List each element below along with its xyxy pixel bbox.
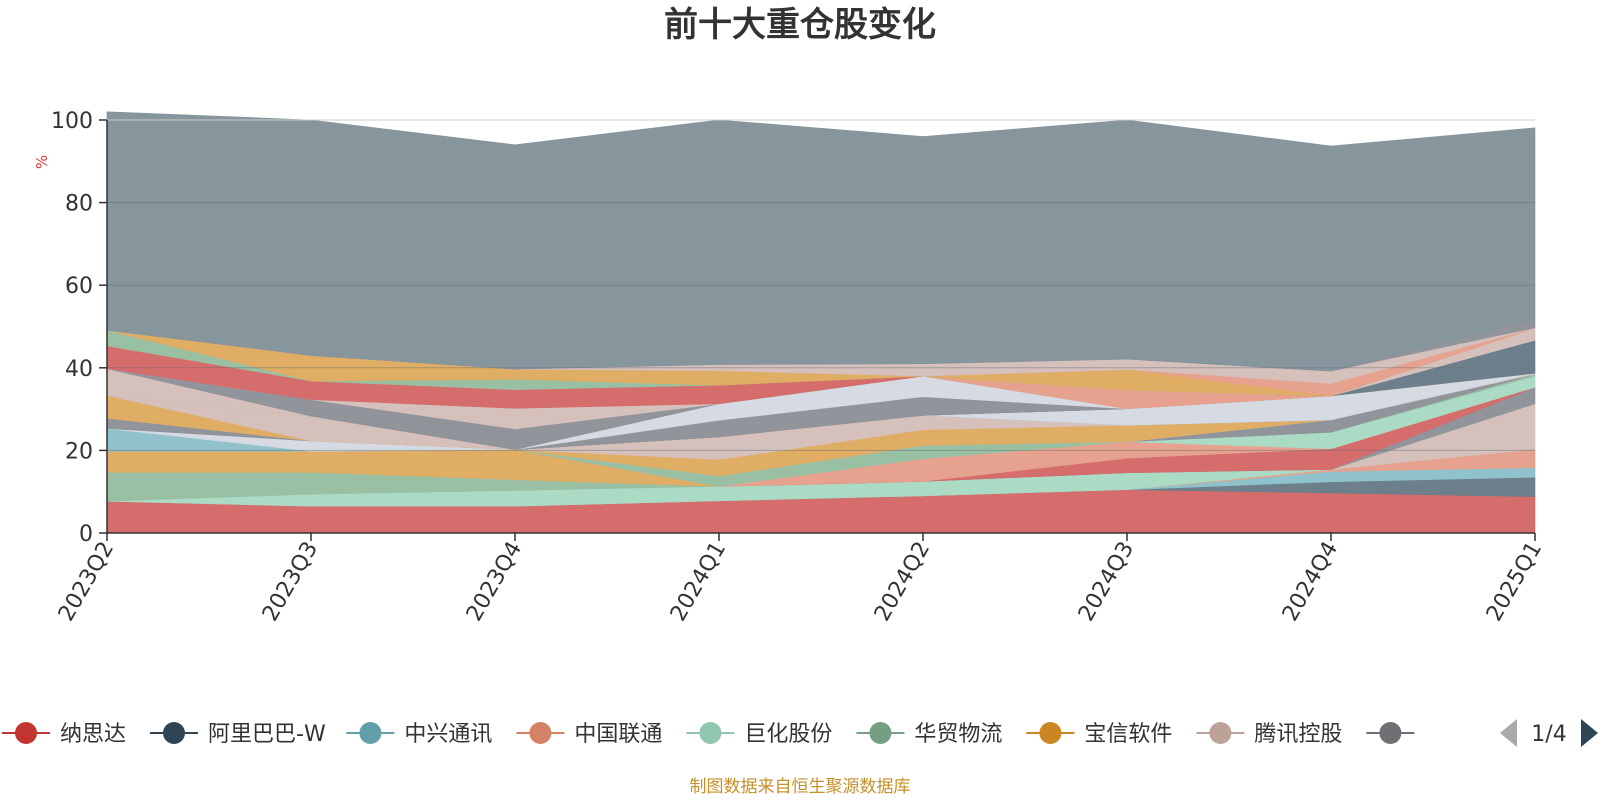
legend-item[interactable]: 纳思达 xyxy=(2,722,126,747)
gridlines xyxy=(107,119,1535,451)
legend-label: 阿里巴巴-W xyxy=(208,722,326,747)
legend: 纳思达 阿里巴巴-W 中兴通讯 中国联通 巨化股份 华贸物流 宝信软件 腾讯控股 1/4 xyxy=(2,719,1598,747)
x-tick-label: 2023Q3 xyxy=(258,538,323,626)
legend-label: 纳思达 xyxy=(60,722,126,747)
y-tick-label: 60 xyxy=(65,274,93,299)
area-series-layer xyxy=(106,111,1536,534)
legend-label: 中国联通 xyxy=(574,722,662,747)
area-series-43 xyxy=(106,111,1536,372)
x-tick-label: 2024Q1 xyxy=(666,538,731,626)
legend-marker xyxy=(529,722,552,744)
x-tick-label: 2024Q4 xyxy=(1278,538,1343,626)
legend-item[interactable]: 宝信软件 xyxy=(1026,722,1172,747)
legend-marker xyxy=(1039,722,1062,744)
y-tick-label: 80 xyxy=(65,192,93,217)
legend-label: 华贸物流 xyxy=(914,722,1002,747)
y-axis-unit-label: % xyxy=(33,155,51,169)
legend-marker xyxy=(869,722,892,744)
legend-item[interactable]: 中兴通讯 xyxy=(346,722,492,747)
legend-item[interactable] xyxy=(1366,722,1415,744)
legend-prev-page-icon[interactable] xyxy=(1500,719,1517,747)
legend-marker xyxy=(15,722,37,744)
legend-marker xyxy=(163,722,185,744)
data-source-note: 制图数据来自恒生聚源数据库 xyxy=(690,777,911,797)
legend-item[interactable]: 中国联通 xyxy=(516,722,662,747)
x-tick-label: 2023Q4 xyxy=(462,538,527,626)
y-tick-label: 100 xyxy=(51,109,93,134)
legend-item[interactable]: 巨化股份 xyxy=(686,722,832,747)
chart-title: 前十大重仓股变化 xyxy=(664,5,936,45)
legend-marker xyxy=(1209,722,1232,744)
legend-label: 巨化股份 xyxy=(744,722,832,747)
legend-marker xyxy=(699,722,722,744)
y-tick-label: 40 xyxy=(65,357,93,382)
x-tick-label: 2025Q1 xyxy=(1482,538,1547,626)
legend-label: 腾讯控股 xyxy=(1254,722,1342,747)
x-tick-label: 2024Q2 xyxy=(870,538,935,626)
legend-item[interactable]: 华贸物流 xyxy=(856,722,1002,747)
y-tick-label: 20 xyxy=(65,439,93,464)
legend-page-indicator: 1/4 xyxy=(1531,722,1566,747)
legend-label: 宝信软件 xyxy=(1084,722,1172,747)
legend-next-page-icon[interactable] xyxy=(1581,719,1598,747)
legend-item[interactable]: 腾讯控股 xyxy=(1196,722,1342,747)
x-tick-label: 2024Q3 xyxy=(1074,538,1139,626)
y-tick-label: 0 xyxy=(79,522,93,547)
legend-marker xyxy=(1379,722,1402,744)
legend-item[interactable]: 阿里巴巴-W xyxy=(150,722,326,747)
x-tick-label: 2023Q2 xyxy=(54,538,119,626)
legend-label: 中兴通讯 xyxy=(404,722,492,747)
legend-marker xyxy=(359,722,382,744)
